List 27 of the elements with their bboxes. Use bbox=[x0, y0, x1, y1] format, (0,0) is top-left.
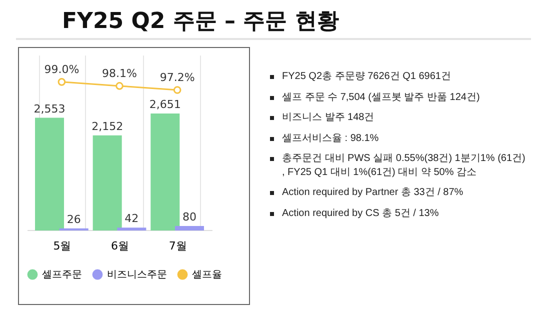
data-label: 2,553 bbox=[34, 102, 66, 116]
text: Action required by Partner 총 33건 / 87% bbox=[282, 187, 464, 198]
bar bbox=[150, 114, 180, 230]
data-label: 2,651 bbox=[149, 98, 181, 112]
data-label: 2,152 bbox=[92, 120, 124, 133]
bar bbox=[174, 226, 204, 230]
x-tick-label: 5월 bbox=[53, 240, 72, 252]
text: FY25 Q2총 주문량 7626건 Q1 6961건 bbox=[282, 71, 451, 82]
legend-label: 셀프율 bbox=[192, 270, 222, 281]
chart-title: FY25 Q2 주문 – 주문 현황 bbox=[62, 8, 339, 36]
data-label: 80 bbox=[182, 210, 196, 224]
text: 비즈니스 발주 148건 bbox=[282, 112, 374, 123]
legend-label: 셀프주문 bbox=[42, 270, 82, 281]
text: 셀프 주문 수 7,504 (셀프봇 발주 반품 124건) bbox=[282, 92, 480, 102]
data-label: 26 bbox=[66, 212, 81, 226]
bar bbox=[92, 135, 122, 230]
data-label: 98.1% bbox=[102, 66, 137, 80]
x-tick-label: 6월 bbox=[111, 240, 129, 252]
data-label: 97.2% bbox=[160, 71, 195, 84]
text: 총주문건 대비 PWS 실패 0.55%(38건) 1분기1% (61건) , FY25 Q1 대비 1%(61건) 대비 약 50% 감소 bbox=[282, 153, 526, 178]
x-tick-label: 7월 bbox=[168, 240, 187, 252]
legend-label: 비즈니스주문 bbox=[107, 270, 167, 281]
text: 셀프서비스율 : 98.1% bbox=[282, 132, 379, 144]
bar bbox=[35, 118, 64, 230]
data-label: 42 bbox=[124, 212, 139, 226]
text: Action required by CS 총 5건 / 13% bbox=[282, 208, 439, 218]
data-label: 99.0% bbox=[44, 62, 80, 76]
